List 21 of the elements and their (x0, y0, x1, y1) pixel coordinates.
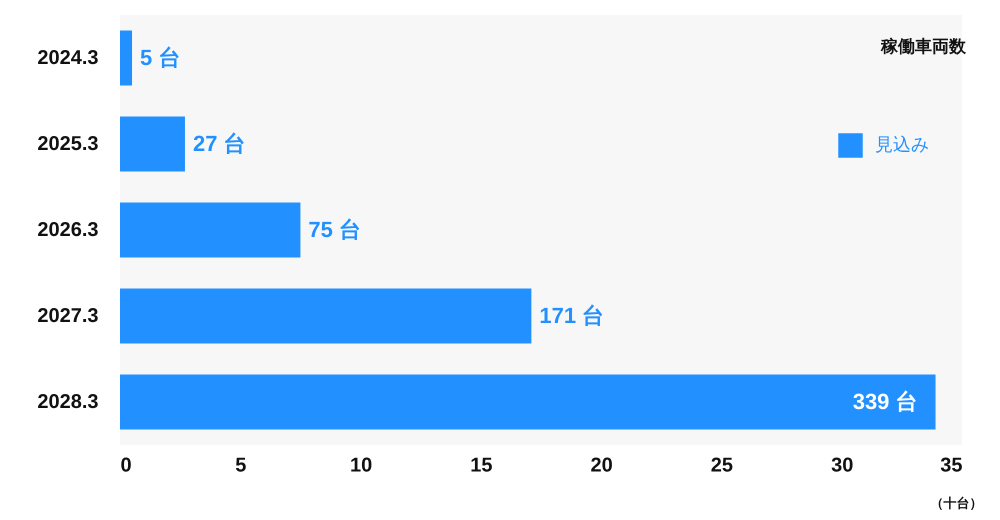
text: 5 台 (140, 45, 180, 70)
x-tick-label: 20 (590, 454, 613, 476)
x-tick-label: 0 (120, 454, 132, 476)
text: 75 台 (308, 217, 362, 242)
x-axis-title: （十台） (930, 496, 982, 510)
y-tick-label: 2024.3 (37, 47, 98, 69)
x-tick-label: 15 (470, 454, 492, 476)
text: 339 台 (852, 389, 918, 414)
x-tick-label: 30 (831, 454, 854, 476)
x-tick-label: 35 (940, 454, 962, 476)
x-tick-label: 5 (235, 454, 246, 476)
y-tick-label: 2026.3 (37, 219, 98, 241)
x-tick-label: 25 (710, 454, 734, 476)
x-tick-label: 10 (350, 454, 372, 476)
legend-label: 見込み (875, 134, 929, 154)
text: 27 台 (192, 131, 246, 156)
y-tick-label: 2025.3 (37, 133, 98, 155)
y-tick-label: 2028.3 (37, 391, 98, 413)
text: 稼働車両数 (880, 37, 967, 56)
y-tick-label: 2027.3 (37, 305, 98, 327)
text: 171 台 (539, 303, 604, 328)
